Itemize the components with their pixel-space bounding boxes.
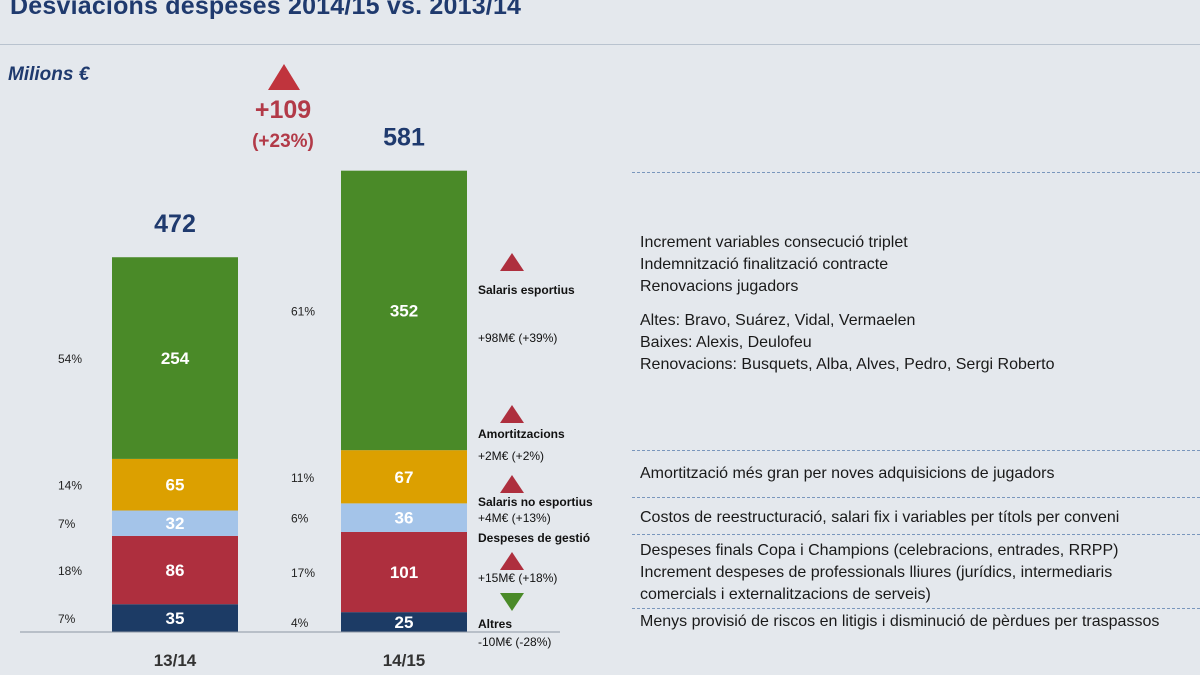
note-line: Renovacions: Busquets, Alba, Alves, Pedr… — [640, 356, 1055, 373]
bar-total-label: 472 — [154, 210, 196, 238]
annotation-change-label: +15M€ (+18%) — [478, 571, 557, 585]
annotation-change-label: +4M€ (+13%) — [478, 511, 551, 525]
note-line: Menys provisió de riscos en litigis i di… — [640, 613, 1160, 630]
x-tick-label: 13/14 — [154, 651, 197, 670]
notes-despeses-gestio: Despeses finals Copa i Champions (celebr… — [640, 540, 1118, 606]
annotation-change-label: +2M€ (+2%) — [478, 449, 544, 463]
bar-value-label: 101 — [390, 563, 418, 582]
annotation-change-label: +98M€ (+39%) — [478, 331, 557, 345]
x-tick-label: 14/15 — [383, 651, 426, 670]
bar-percent-label: 18% — [58, 564, 82, 578]
annotation-category-label: Despeses de gestió — [478, 531, 590, 545]
note-line: Costos de reestructuració, salari fix i … — [640, 509, 1120, 526]
bar-percent-label: 11% — [291, 471, 314, 485]
annotation-category-label: Amortitzacions — [478, 427, 565, 441]
note-line: Amortització més gran per noves adquisic… — [640, 465, 1055, 482]
note-line: Increment despeses de professionals lliu… — [640, 564, 1113, 581]
notes-amortitzacions: Amortització més gran per noves adquisic… — [640, 463, 1054, 485]
bar-value-label: 254 — [161, 349, 190, 368]
total-delta-value: +109 — [254, 96, 312, 124]
notes-salaris-esportius: Increment variables consecució triplet I… — [640, 232, 1054, 376]
total-delta-percent: (+23%) — [252, 131, 314, 152]
notes-divider — [632, 608, 1200, 609]
decrease-triangle-icon — [500, 593, 524, 611]
annotation-category-label: Salaris no esportius — [478, 495, 593, 509]
bar-value-label: 67 — [395, 468, 414, 487]
bar-percent-label: 7% — [58, 517, 76, 531]
bar-percent-label: 4% — [291, 616, 309, 630]
bar-percent-label: 17% — [291, 566, 315, 580]
bar-percent-label: 61% — [291, 304, 315, 318]
note-line: Despeses finals Copa i Champions (celebr… — [640, 542, 1119, 559]
page-title: Desviacions despeses 2014/15 vs. 2013/14 — [10, 0, 522, 20]
note-line: Renovacions jugadors — [640, 278, 799, 295]
bar-value-label: 86 — [166, 561, 185, 580]
notes-altres: Menys provisió de riscos en litigis i di… — [640, 611, 1200, 633]
note-line: comercials i externalitzacions de servei… — [640, 586, 931, 603]
increase-triangle-icon — [500, 475, 524, 493]
note-line: Increment variables consecució triplet — [640, 234, 908, 251]
increase-triangle-icon — [500, 552, 524, 570]
bar-segment-0-3 — [112, 458, 238, 511]
increase-triangle-icon — [500, 405, 524, 423]
bar-percent-label: 6% — [291, 512, 309, 526]
unit-label: Milions € — [8, 64, 90, 85]
notes-divider — [632, 172, 1200, 173]
bar-value-label: 32 — [166, 514, 185, 533]
bar-value-label: 65 — [166, 476, 185, 495]
increase-triangle-icon — [500, 253, 524, 271]
notes-divider — [632, 534, 1200, 535]
bar-value-label: 25 — [395, 613, 414, 632]
bar-percent-label: 7% — [58, 612, 76, 626]
bar-percent-label: 14% — [58, 479, 82, 493]
bar-segment-0-2 — [112, 510, 238, 536]
note-line: Indemnització finalització contracte — [640, 256, 889, 273]
note-line: Altes: Bravo, Suárez, Vidal, Vermaelen — [640, 312, 916, 329]
increase-triangle-icon — [268, 64, 300, 90]
annotation-category-label: Altres — [478, 617, 512, 631]
annotation-change-label: -10M€ (-28%) — [478, 635, 551, 649]
bar-percent-label: 54% — [58, 352, 82, 366]
bar-segment-1-0 — [341, 612, 467, 632]
bar-segment-1-1 — [341, 531, 467, 613]
title-divider — [0, 44, 1200, 45]
bar-segment-1-2 — [341, 503, 467, 532]
stacked-bar-chart: 35 7% 86 18% 32 7% 65 14% 254 54% 472 13/14 25 4% 101 1… — [20, 124, 593, 670]
bar-segment-0-4 — [112, 257, 238, 459]
bar-value-label: 352 — [390, 301, 418, 320]
bar-segment-0-1 — [112, 535, 238, 605]
notes-divider — [632, 450, 1200, 451]
annotation-category-label: Salaris esportius — [478, 283, 575, 297]
bar-value-label: 35 — [166, 609, 185, 628]
note-line: Baixes: Alexis, Deulofeu — [640, 334, 812, 351]
bar-segment-1-4 — [341, 170, 467, 451]
bar-segment-0-0 — [112, 604, 238, 632]
notes-salaris-no-esportius: Costos de reestructuració, salari fix i … — [640, 507, 1119, 529]
notes-divider — [632, 497, 1200, 498]
bar-segment-1-3 — [341, 450, 467, 504]
bar-value-label: 36 — [395, 509, 414, 528]
bar-total-label: 581 — [383, 124, 425, 152]
